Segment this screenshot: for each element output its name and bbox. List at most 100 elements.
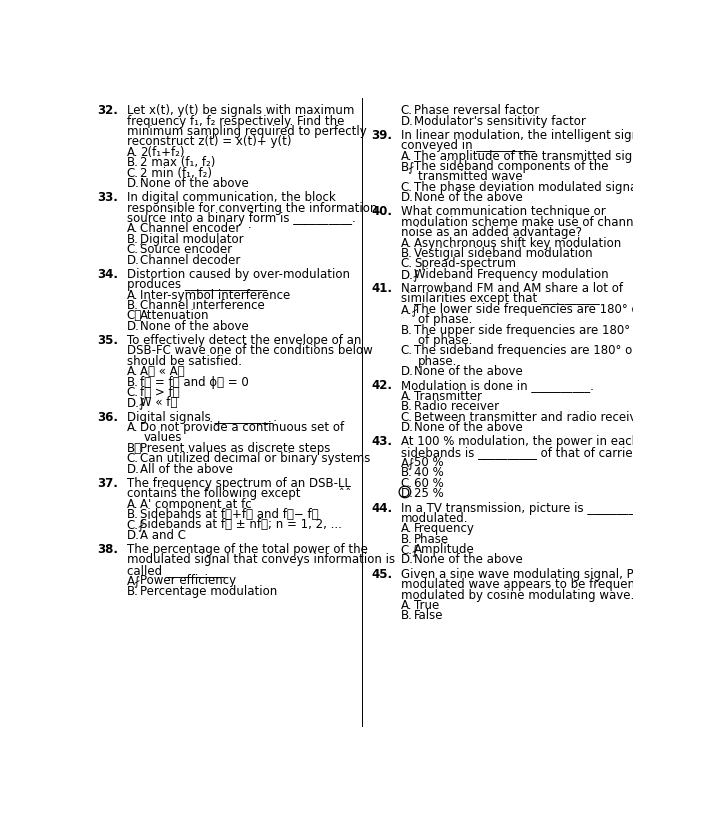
Text: C.: C. [401, 105, 413, 117]
Text: B.: B. [127, 508, 138, 521]
Text: 34.: 34. [97, 268, 118, 281]
Text: similarities except that __________: similarities except that __________ [401, 292, 600, 306]
Text: The frequency spectrum of an DSB-ḼḼ: The frequency spectrum of an DSB-ḼḼ [127, 477, 351, 490]
Text: A.: A. [127, 421, 138, 434]
Text: 50 %: 50 % [414, 456, 444, 469]
Text: D.: D. [401, 191, 413, 204]
Text: B.: B. [127, 585, 138, 598]
Text: A.: A. [401, 237, 412, 250]
Text: 42.: 42. [371, 379, 392, 392]
Text: A.: A. [127, 365, 138, 378]
Text: D.: D. [401, 365, 413, 378]
Text: 32.: 32. [97, 105, 118, 117]
Text: Between transmitter and radio receiver: Between transmitter and radio receiver [414, 411, 649, 424]
Text: of phase.: of phase. [418, 313, 472, 326]
Text: minimum sampling required to perfectly: minimum sampling required to perfectly [127, 125, 366, 138]
Text: D.: D. [127, 529, 139, 542]
Text: A⨏: A⨏ [127, 574, 141, 587]
Text: The sideband components of the: The sideband components of the [414, 160, 608, 173]
Text: Amplitude: Amplitude [414, 543, 475, 556]
Text: responsible for converting the information: responsible for converting the informati… [127, 202, 377, 215]
Text: In a TV transmission, picture is __________: In a TV transmission, picture is _______… [401, 502, 646, 515]
Text: should be satisfied.: should be satisfied. [127, 355, 242, 368]
Text: Modulation is done in __________.: Modulation is done in __________. [401, 379, 593, 392]
Text: B.: B. [127, 376, 138, 389]
Text: modulated wave appears to be frequency: modulated wave appears to be frequency [401, 578, 648, 592]
Text: 2 min (f₁, f₂): 2 min (f₁, f₂) [140, 167, 212, 180]
Text: A and C: A and C [140, 529, 186, 542]
Text: D.: D. [127, 462, 139, 475]
Text: A.: A. [127, 288, 138, 301]
Text: Channel decoder: Channel decoder [140, 253, 240, 266]
Text: 38.: 38. [97, 543, 118, 556]
Text: 25 %: 25 % [414, 487, 444, 500]
Text: None of the above: None of the above [414, 421, 522, 434]
Text: Present values as discrete steps: Present values as discrete steps [140, 442, 330, 455]
Text: A.: A. [401, 390, 412, 403]
Text: modulated by cosine modulating wave.: modulated by cosine modulating wave. [401, 588, 634, 601]
Text: A.: A. [401, 522, 412, 535]
Text: False: False [414, 609, 444, 623]
Text: In linear modulation, the intelligent signal is: In linear modulation, the intelligent si… [401, 129, 663, 142]
Text: B.: B. [401, 400, 413, 413]
Text: B.: B. [127, 299, 138, 312]
Text: produces ______________: produces ______________ [127, 279, 266, 291]
Text: A.: A. [401, 599, 412, 612]
Text: B.: B. [401, 533, 413, 546]
Text: Let x(t), y(t) be signals with maximum: Let x(t), y(t) be signals with maximum [127, 105, 354, 117]
Text: sidebands is __________ of that of carrier.: sidebands is __________ of that of carri… [401, 446, 640, 458]
Text: In digital communication, the block: In digital communication, the block [127, 191, 335, 204]
Text: The lower side frequencies are 180° out: The lower side frequencies are 180° out [414, 303, 651, 316]
Text: Frequency: Frequency [414, 522, 475, 535]
Text: 39.: 39. [371, 129, 392, 142]
Text: B.: B. [401, 324, 413, 337]
Text: DSB-FC wave one of the conditions below: DSB-FC wave one of the conditions below [127, 345, 373, 358]
Text: D.: D. [401, 553, 413, 566]
Text: C.: C. [127, 386, 138, 399]
Text: The amplitude of the transmitted signal: The amplitude of the transmitted signal [414, 150, 650, 163]
Text: Digital modulator: Digital modulator [140, 233, 243, 246]
Text: 45.: 45. [371, 568, 392, 581]
Text: Sidebands at fⲟ ± nfⲟ; n = 1, 2, ...: Sidebands at fⲟ ± nfⲟ; n = 1, 2, ... [140, 519, 342, 532]
Text: Vestigial sideband modulation: Vestigial sideband modulation [414, 247, 593, 260]
Text: What communication technique or: What communication technique or [401, 205, 605, 218]
Text: W « fⲟ: W « fⲟ [140, 396, 177, 409]
Text: noise as an added advantage?: noise as an added advantage? [401, 226, 581, 239]
Text: Bⲥ: Bⲥ [127, 442, 142, 455]
Text: The sideband frequencies are 180° out of: The sideband frequencies are 180° out of [414, 345, 659, 358]
Text: Attenuation: Attenuation [140, 310, 209, 323]
Text: Source encoder: Source encoder [140, 243, 232, 257]
Text: fⲟ > fⲟ: fⲟ > fⲟ [140, 386, 179, 399]
Text: values: values [143, 431, 182, 444]
Text: A.⨏: A.⨏ [401, 303, 418, 316]
Text: D.: D. [127, 177, 139, 190]
Text: of phase.: of phase. [418, 334, 472, 347]
Text: D.⨏: D.⨏ [401, 268, 420, 281]
Text: 40 %: 40 % [414, 467, 444, 480]
Text: transmitted wave: transmitted wave [418, 171, 522, 184]
Text: The upper side frequencies are 180° out: The upper side frequencies are 180° out [414, 324, 653, 337]
Text: The percentage of the total power of the: The percentage of the total power of the [127, 543, 368, 556]
Text: contains the following except: contains the following except [127, 487, 300, 500]
Text: Channel encoder  ·: Channel encoder · [140, 222, 252, 235]
Text: C.´: C.´ [127, 243, 145, 257]
Text: None of the above: None of the above [414, 191, 522, 204]
Text: 2(f₁+f₂): 2(f₁+f₂) [140, 145, 184, 158]
Text: D.: D. [127, 319, 139, 333]
Text: 43.: 43. [371, 435, 392, 449]
Text: Asynchronous shift key modulation: Asynchronous shift key modulation [414, 237, 621, 250]
Text: B.: B. [401, 247, 413, 260]
Text: 44.: 44. [371, 502, 392, 515]
Text: D.: D. [401, 487, 413, 500]
Text: called __________: called __________ [127, 564, 224, 577]
Text: Sidebands at fⲟ+fⲟ and fⲟ− fⲟ: Sidebands at fⲟ+fⲟ and fⲟ− fⲟ [140, 508, 318, 521]
Text: Transmitter: Transmitter [414, 390, 482, 403]
Text: modulation scheme make use of channel: modulation scheme make use of channel [401, 216, 644, 229]
Text: Phase reversal factor: Phase reversal factor [414, 105, 539, 117]
Text: modulated.: modulated. [401, 512, 468, 525]
Text: Phase: Phase [414, 533, 449, 546]
Text: Power efficiency: Power efficiency [140, 574, 236, 587]
Text: B.: B. [401, 467, 413, 480]
Text: Aⲟ « Aⲟ: Aⲟ « Aⲟ [140, 365, 184, 378]
Text: modulated signal that conveys information is: modulated signal that conveys informatio… [127, 553, 395, 566]
